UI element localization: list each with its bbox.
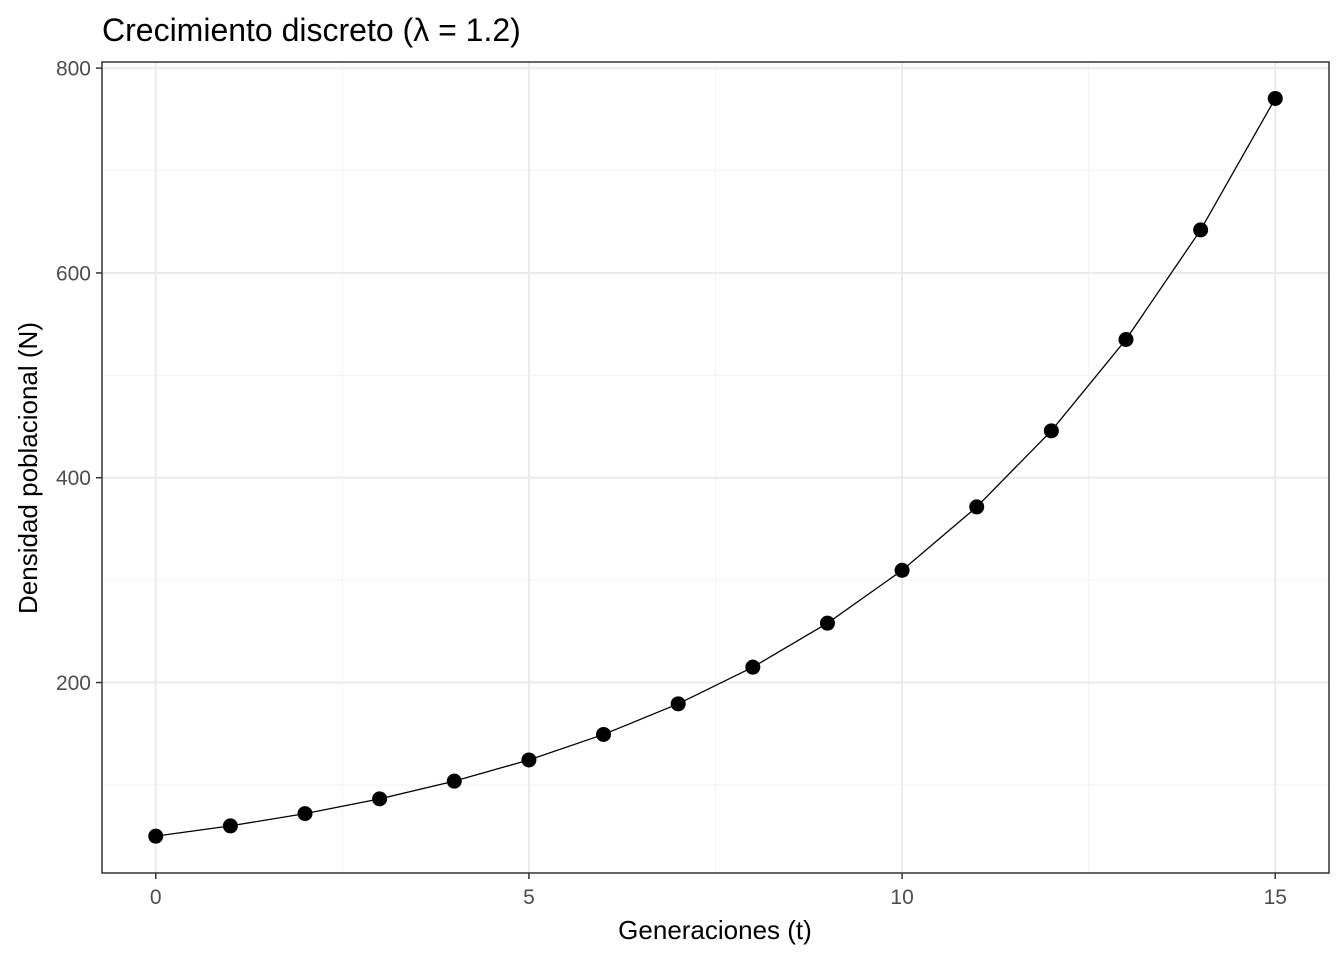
data-point xyxy=(1193,222,1209,238)
data-point xyxy=(670,696,686,712)
x-tick-label: 10 xyxy=(890,886,913,909)
series-line xyxy=(155,98,1276,837)
data-point xyxy=(1043,423,1059,439)
data-point xyxy=(222,818,238,834)
plot-panel-border xyxy=(101,61,1330,874)
y-tick-label: 800 xyxy=(56,58,91,81)
data-point xyxy=(1118,332,1134,348)
data-point xyxy=(521,752,537,768)
x-axis-title: Generaciones (t) xyxy=(618,915,812,945)
y-tick-label: 400 xyxy=(56,467,91,490)
grid-lines xyxy=(102,62,1329,873)
data-series xyxy=(148,90,1283,844)
x-tick-label: 5 xyxy=(523,886,535,909)
axes: 0 5 10 15 200 400 600 800 xyxy=(56,58,1287,909)
x-tick-label: 0 xyxy=(150,886,162,909)
data-point xyxy=(446,773,462,789)
chart-title: Crecimiento discreto (λ = 1.2) xyxy=(102,12,521,48)
data-point xyxy=(297,806,313,822)
y-tick-label: 200 xyxy=(56,672,91,695)
data-point xyxy=(894,562,910,578)
data-point xyxy=(148,828,164,844)
y-axis-title: Densidad poblacional (N) xyxy=(13,322,43,614)
x-tick-label: 15 xyxy=(1264,886,1287,909)
data-point xyxy=(596,726,612,742)
data-point xyxy=(745,659,761,675)
data-point xyxy=(372,791,388,807)
data-point xyxy=(1267,90,1283,106)
y-tick-label: 600 xyxy=(56,262,91,285)
data-point xyxy=(969,499,985,515)
data-point xyxy=(819,615,835,631)
